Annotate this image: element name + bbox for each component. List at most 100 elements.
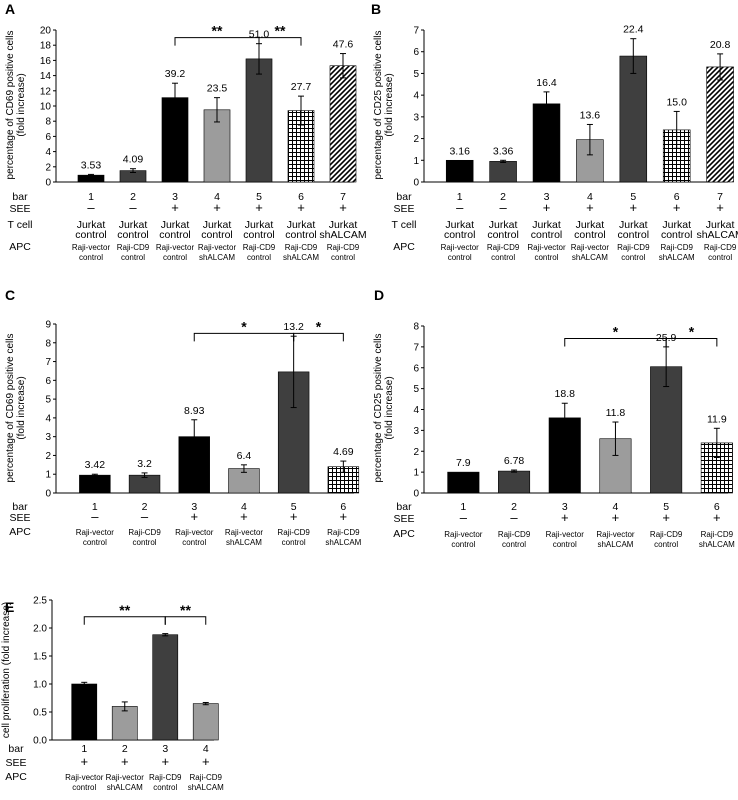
y-tick-label: 0.0 — [33, 736, 47, 747]
bar — [71, 683, 98, 741]
row-header: APC — [393, 528, 415, 540]
category-label: 1 — [460, 501, 466, 513]
category-label: Raji-CD9 control — [277, 528, 310, 547]
y-tick-label: 3 — [45, 432, 51, 443]
category-label: + — [190, 509, 198, 524]
error-bar — [340, 460, 347, 473]
y-axis-label: cell proliferation (fold increase) — [1, 602, 12, 738]
category-label: 2 — [130, 191, 136, 203]
error-bar — [298, 95, 304, 126]
category-label: 3 — [544, 191, 550, 203]
bar — [192, 703, 219, 741]
significance-label: ** — [180, 602, 191, 618]
category-label: 2 — [122, 743, 128, 755]
category-label: Jurkat control — [618, 219, 650, 241]
y-tick-label: 6 — [45, 376, 51, 387]
category-label: + — [630, 200, 638, 215]
y-tick-label: 1 — [413, 156, 419, 167]
data-label: 3.53 — [81, 159, 102, 171]
row-header: bar — [396, 501, 412, 513]
panel-letter: D — [374, 287, 384, 303]
row-header: T cell — [8, 219, 33, 231]
error-bar — [511, 469, 518, 473]
row-header: APC — [9, 526, 31, 538]
category-label: Jurkat control — [444, 219, 476, 241]
bar — [111, 706, 138, 741]
category-label: Raji-vector control — [527, 243, 566, 262]
category-label: 6 — [340, 501, 346, 513]
category-label: Jurkat control — [285, 219, 317, 241]
category-label: Raji-vector control — [65, 773, 104, 792]
data-label: 3.36 — [493, 145, 514, 157]
error-bar — [561, 402, 568, 433]
y-tick-label: 7 — [413, 342, 419, 353]
y-tick-label: 2.0 — [33, 624, 47, 635]
bar — [79, 474, 111, 494]
error-bar — [713, 427, 720, 459]
y-axis-label: percentage of CD25 positive cells(fold i… — [373, 334, 395, 483]
category-label: + — [716, 200, 724, 215]
y-tick-label: 10 — [40, 102, 52, 113]
category-label: Jurkat control — [117, 219, 149, 241]
data-label: 22.4 — [623, 24, 644, 36]
category-label: 3 — [562, 501, 568, 513]
category-label: 5 — [663, 501, 669, 513]
row-header: SEE — [9, 203, 30, 215]
error-bar — [240, 464, 247, 473]
y-tick-label: 8 — [413, 322, 419, 333]
y-tick-label: 6 — [413, 363, 419, 374]
error-bar — [630, 38, 637, 74]
bar — [532, 103, 561, 183]
category-label: – — [499, 200, 507, 215]
category-label: Raji-CD9 control — [487, 243, 520, 262]
category-label: Raji-CD9 control — [617, 243, 650, 262]
significance-label: * — [316, 318, 322, 334]
row-header: APC — [9, 241, 31, 253]
significance-bracket — [564, 338, 667, 347]
y-tick-label: 20 — [40, 26, 52, 37]
category-label: 6 — [674, 191, 680, 203]
y-tick-label: 2 — [413, 447, 419, 458]
data-label: 27.7 — [291, 81, 312, 93]
row-header: bar — [12, 191, 28, 203]
category-label: Jurkat control — [75, 219, 107, 241]
data-label: 23.5 — [207, 83, 228, 95]
bar — [445, 159, 474, 183]
y-tick-label: 9 — [45, 320, 51, 331]
y-tick-label: 5 — [413, 384, 419, 395]
category-label: Jurkat control — [574, 219, 606, 241]
category-label: + — [612, 510, 620, 525]
row-header: bar — [396, 191, 412, 203]
error-bar — [586, 123, 593, 156]
error-bar — [202, 701, 209, 706]
row-header: SEE — [5, 757, 26, 769]
significance-bracket — [258, 37, 302, 46]
error-bar — [91, 473, 98, 477]
category-label: 1 — [88, 191, 94, 203]
category-label: 3 — [191, 501, 197, 513]
bar — [327, 466, 360, 494]
category-label: Raji-CD9 control — [243, 243, 276, 262]
category-label: – — [87, 200, 95, 215]
category-label: + — [297, 200, 305, 215]
category-label: + — [339, 200, 347, 215]
category-label: Jurkat control — [243, 219, 275, 241]
category-label: Raji-vector control — [175, 528, 214, 547]
category-label: 4 — [203, 743, 209, 755]
category-label: Jurkat control — [531, 219, 563, 241]
significance-bracket — [83, 616, 166, 625]
category-label: 4 — [613, 501, 619, 513]
category-label: Jurkat control — [201, 219, 233, 241]
category-label: Raji-vector control — [444, 530, 483, 549]
category-label: – — [510, 510, 518, 525]
category-label: – — [460, 510, 468, 525]
significance-label: * — [613, 324, 619, 340]
significance-bracket — [164, 616, 207, 625]
y-tick-label: 0 — [45, 178, 51, 189]
category-label: Raji-vector control — [156, 243, 195, 262]
data-label: 20.8 — [710, 39, 731, 51]
category-label: 2 — [142, 501, 148, 513]
data-label: 39.2 — [165, 68, 186, 80]
category-label: Raji-CD9 control — [149, 773, 182, 792]
